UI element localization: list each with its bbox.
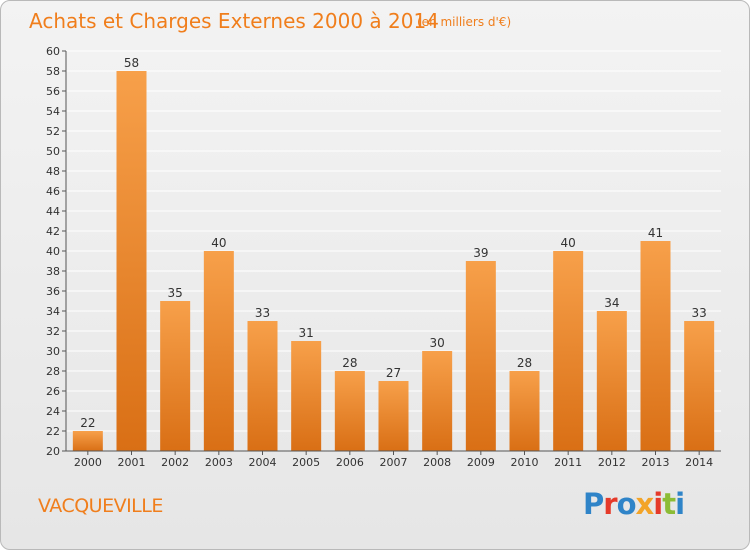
x-tick-label: 2008 [423, 456, 451, 469]
y-tick-label: 38 [46, 265, 60, 278]
y-tick-label: 50 [46, 145, 60, 158]
data-label: 39 [473, 246, 488, 260]
bar [465, 261, 496, 451]
logo-letter: i [675, 487, 685, 521]
logo-letter: x [635, 487, 655, 521]
chart-title: Achats et Charges Externes 2000 à 2014 [29, 9, 439, 33]
bars [72, 71, 715, 451]
axes [62, 50, 721, 455]
x-tick-label: 2014 [685, 456, 713, 469]
x-tick-label: 2006 [336, 456, 364, 469]
bar [160, 301, 191, 451]
y-tick-label: 28 [46, 365, 60, 378]
x-tick-label: 2004 [249, 456, 277, 469]
bar [378, 381, 409, 451]
y-tick-label: 48 [46, 165, 60, 178]
x-tick-label: 2005 [292, 456, 320, 469]
logo-letter: i [653, 487, 663, 521]
logo-letter: t [662, 487, 676, 521]
data-label: 22 [80, 416, 95, 430]
bar [553, 251, 584, 451]
data-label: 30 [430, 336, 445, 350]
data-label: 27 [386, 366, 401, 380]
x-tick-label: 2009 [467, 456, 495, 469]
x-tick-label: 2012 [598, 456, 626, 469]
x-tick-label: 2000 [74, 456, 102, 469]
y-tick-label: 26 [46, 385, 60, 398]
bar [72, 431, 103, 451]
y-tick-label: 24 [46, 405, 60, 418]
logo-letter: P [583, 487, 604, 521]
bar [247, 321, 278, 451]
bar [422, 351, 453, 451]
data-label: 28 [342, 356, 357, 370]
y-tick-label: 44 [46, 205, 60, 218]
data-label: 33 [255, 306, 270, 320]
x-tick-label: 2003 [205, 456, 233, 469]
data-label: 41 [648, 226, 663, 240]
commune-name: VACQUEVILLE [38, 495, 163, 517]
y-tick-label: 54 [46, 105, 60, 118]
bar [116, 71, 147, 451]
y-tick-label: 20 [46, 445, 60, 458]
logo-letter: o [616, 487, 637, 521]
y-tick-label: 40 [46, 245, 60, 258]
x-tick-label: 2013 [642, 456, 670, 469]
x-tick-label: 2007 [380, 456, 408, 469]
data-label: 33 [692, 306, 707, 320]
y-tick-label: 42 [46, 225, 60, 238]
data-label: 34 [604, 296, 619, 310]
x-tick-label: 2002 [161, 456, 189, 469]
y-tick-label: 34 [46, 305, 60, 318]
x-tick-label: 2001 [118, 456, 146, 469]
y-tick-label: 52 [46, 125, 60, 138]
data-label: 35 [168, 286, 183, 300]
x-tick-label: 2011 [554, 456, 582, 469]
y-tick-label: 30 [46, 345, 60, 358]
data-label: 40 [211, 236, 226, 250]
data-label: 28 [517, 356, 532, 370]
y-tick-label: 60 [46, 45, 60, 58]
bar [509, 371, 540, 451]
bar [203, 251, 234, 451]
data-label: 58 [124, 56, 139, 70]
labels: 20 22 24 26 28 30 32 34 36 38 40 42 44 46 48 50 52 54 56 58… [46, 45, 713, 469]
y-tick-label: 22 [46, 425, 60, 438]
data-label: 40 [561, 236, 576, 250]
data-label: 31 [299, 326, 314, 340]
bar [334, 371, 365, 451]
proxiti-logo[interactable]: Proxiti [583, 487, 685, 521]
y-tick-label: 36 [46, 285, 60, 298]
y-tick-label: 32 [46, 325, 60, 338]
y-tick-label: 46 [46, 185, 60, 198]
x-tick-label: 2010 [511, 456, 539, 469]
bar [684, 321, 715, 451]
y-tick-label: 58 [46, 65, 60, 78]
y-tick-label: 56 [46, 85, 60, 98]
bar [640, 241, 671, 451]
bar [596, 311, 627, 451]
bar [291, 341, 322, 451]
chart-subtitle: (en milliers d'€) [417, 15, 512, 29]
logo-letter: r [603, 487, 617, 521]
